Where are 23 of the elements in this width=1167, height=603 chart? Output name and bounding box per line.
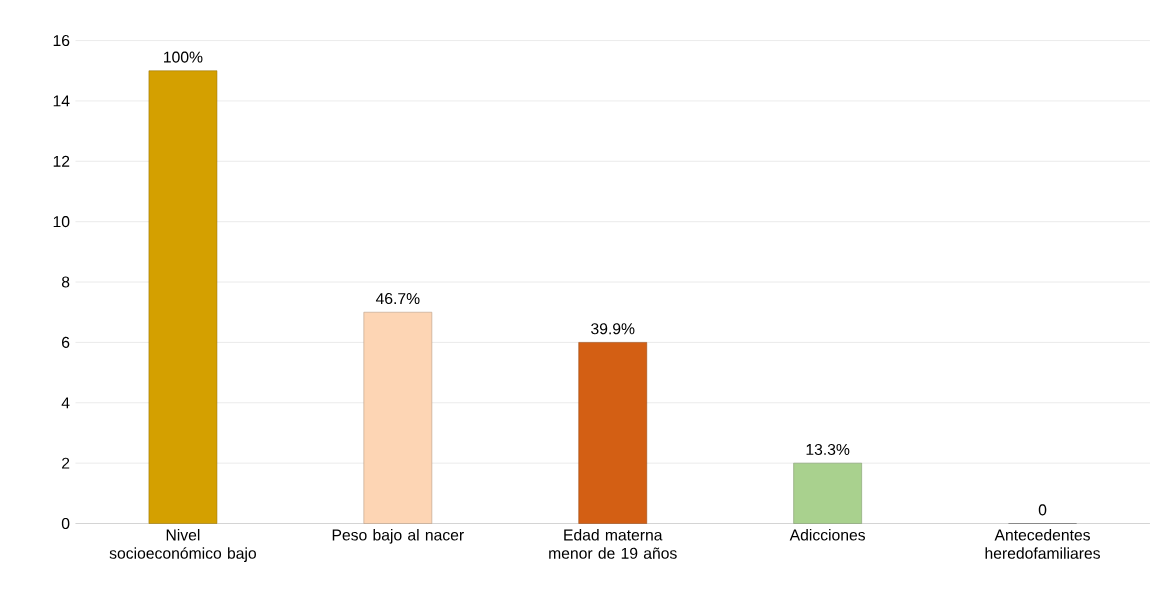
y-tick-label: 12 bbox=[53, 155, 70, 167]
annotation: 39.9% bbox=[591, 323, 635, 335]
annotation: 100% bbox=[164, 51, 203, 63]
x-tick-label: Adicciones bbox=[789, 528, 866, 541]
y-tick-label: 0 bbox=[61, 517, 70, 529]
y-tick-label: 6 bbox=[62, 336, 70, 348]
x-tick-label: Peso bajo al nacer bbox=[332, 528, 464, 544]
x-tick-label: Edad materna menor de 19 años bbox=[549, 528, 677, 559]
y-tick-label: 16 bbox=[53, 34, 70, 46]
x-tick-label: Antecedentes heredofamiliares bbox=[985, 528, 1100, 559]
x-tick-label: Nivel socioeconómico bajo bbox=[109, 528, 256, 562]
annotation: 0 bbox=[1038, 504, 1047, 516]
y-tick-label: 2 bbox=[62, 457, 70, 469]
y-tick-label: 4 bbox=[61, 397, 70, 408]
y-tick-label: 14 bbox=[53, 95, 70, 107]
annotation: 13.3% bbox=[806, 443, 850, 455]
bar bbox=[793, 462, 862, 524]
bar bbox=[363, 311, 433, 524]
bar bbox=[148, 70, 218, 524]
annotation: 46.7% bbox=[375, 292, 420, 304]
y-tick-label: 8 bbox=[61, 276, 70, 288]
y-tick-label: 10 bbox=[53, 215, 70, 228]
bar bbox=[578, 341, 648, 524]
